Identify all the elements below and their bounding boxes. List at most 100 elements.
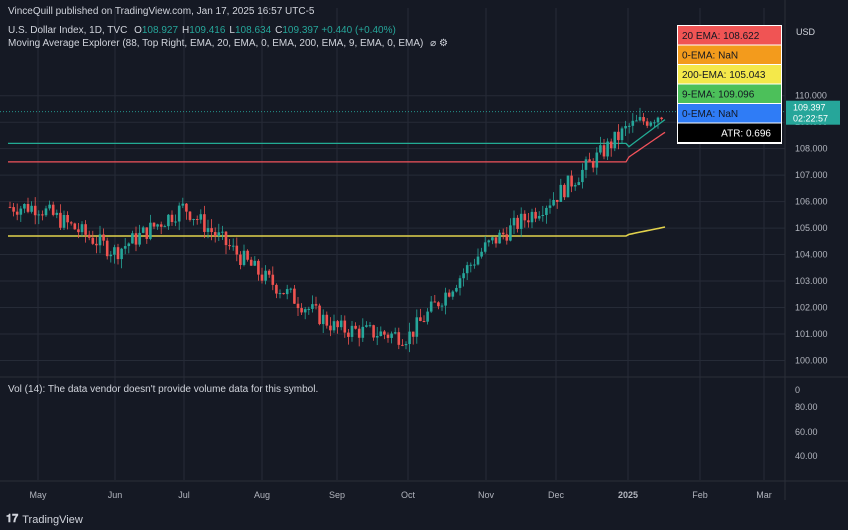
candle-body: [51, 204, 55, 215]
candle-body: [419, 317, 422, 322]
candle-body: [638, 117, 642, 121]
candle-body: [19, 208, 23, 215]
y-tick-label: 105.000: [795, 223, 828, 233]
eye-off-icon[interactable]: ⌀: [430, 38, 437, 49]
symbol-line[interactable]: U.S. Dollar Index, 1D, TVC O108.927 H109.…: [8, 25, 396, 36]
candle-body: [527, 220, 530, 223]
indicator-line[interactable]: Moving Average Explorer (88, Top Right, …: [8, 38, 448, 49]
candle-body: [656, 117, 660, 123]
candle-body: [149, 222, 152, 239]
candle-body: [465, 265, 469, 274]
candle-body: [390, 333, 393, 338]
x-tick-label: Oct: [401, 490, 416, 500]
candle-body: [545, 207, 548, 216]
candle-body: [77, 229, 80, 233]
candle-body: [98, 234, 102, 246]
x-tick-label: Dec: [548, 490, 565, 500]
candle-body: [357, 328, 361, 338]
candle-body: [476, 256, 480, 265]
candle-body: [188, 211, 192, 220]
y-tick-label: 102.000: [795, 303, 828, 313]
volume-tick-label: 60.00: [795, 427, 818, 437]
ohlc-values: O108.927 H109.416 L108.634 C109.397: [130, 25, 318, 36]
candle-body: [494, 237, 498, 244]
candle-body: [123, 246, 127, 249]
x-tick-label: May: [29, 490, 47, 500]
candle-body: [620, 128, 624, 141]
series-9-ema: [8, 119, 666, 148]
brand-name: TradingView: [22, 513, 83, 526]
candle-body: [66, 214, 69, 223]
volume-tick-label: 0: [795, 385, 800, 395]
candle-body: [69, 222, 73, 224]
ohlc-label-o: O: [134, 25, 142, 36]
candle-body: [224, 231, 228, 246]
candle-body: [653, 122, 656, 124]
candle-body: [113, 247, 116, 255]
ema-legend-label: 0-EMA: NaN: [682, 51, 738, 62]
candle-body: [311, 304, 314, 309]
candle-body: [509, 225, 512, 241]
ema-legend-label: 20 EMA: 108.622: [682, 31, 760, 42]
series-20-ema: [8, 131, 666, 163]
candle-body: [23, 203, 26, 209]
candle-body: [285, 289, 289, 295]
candle-body: [559, 184, 563, 202]
settings-icon[interactable]: ⚙: [438, 38, 448, 49]
candle-body: [372, 325, 375, 338]
currency-label: USD: [796, 27, 816, 37]
candle-body: [595, 152, 599, 168]
candle-body: [354, 325, 357, 329]
candle-body: [260, 274, 264, 281]
x-tick-label: Nov: [478, 490, 495, 500]
candle-body: [15, 211, 19, 215]
candle-body: [347, 332, 350, 337]
y-tick-label: 104.000: [795, 250, 828, 260]
candle-body: [73, 223, 77, 230]
countdown-value: 02:22:57: [793, 114, 828, 124]
candle-body: [397, 332, 401, 345]
candle-body: [307, 308, 311, 310]
y-tick-label: 103.000: [795, 276, 828, 286]
candle-body: [530, 211, 534, 223]
y-tick-label: 100.000: [795, 355, 828, 365]
candle-body: [624, 126, 627, 129]
candle-body: [271, 274, 275, 285]
candle-body: [131, 233, 134, 244]
candle-body: [120, 248, 123, 260]
candle-body: [588, 159, 591, 162]
candle-body: [635, 120, 638, 122]
candle-body: [181, 203, 185, 206]
x-tick-label: 2025: [618, 490, 638, 500]
candle-body: [483, 242, 487, 252]
candle-body: [156, 224, 159, 227]
ema-legend-row: [678, 84, 781, 103]
last-price-tag: [786, 100, 840, 125]
volume-message: Vol (14): The data vendor doesn't provid…: [8, 384, 319, 395]
series-200-ema: [8, 226, 666, 237]
price-change: +0.440 (+0.40%): [321, 25, 396, 36]
candle-body: [541, 215, 545, 217]
candle-body: [631, 120, 635, 126]
candle-body: [228, 245, 231, 247]
candle-body: [80, 224, 84, 233]
candle-body: [411, 331, 415, 337]
ema-legend-row: [678, 123, 781, 142]
volume-tick-label: 40.00: [795, 451, 818, 461]
candle-body: [84, 224, 87, 235]
ema-legend-label: 0-EMA: NaN: [682, 109, 738, 120]
candle-body: [91, 237, 95, 244]
candle-body: [167, 214, 170, 227]
candle-body: [102, 234, 105, 241]
candle-body: [321, 314, 325, 325]
candle-body: [195, 219, 199, 221]
candle-body: [415, 317, 419, 337]
candle-body: [41, 214, 44, 216]
tradingview-logo[interactable]: 𝟏𝟕 TradingView: [6, 513, 83, 526]
candle-body: [379, 331, 383, 337]
candle-body: [523, 213, 527, 221]
candle-body: [264, 270, 267, 281]
candle-body: [519, 213, 523, 229]
candle-body: [95, 243, 98, 246]
